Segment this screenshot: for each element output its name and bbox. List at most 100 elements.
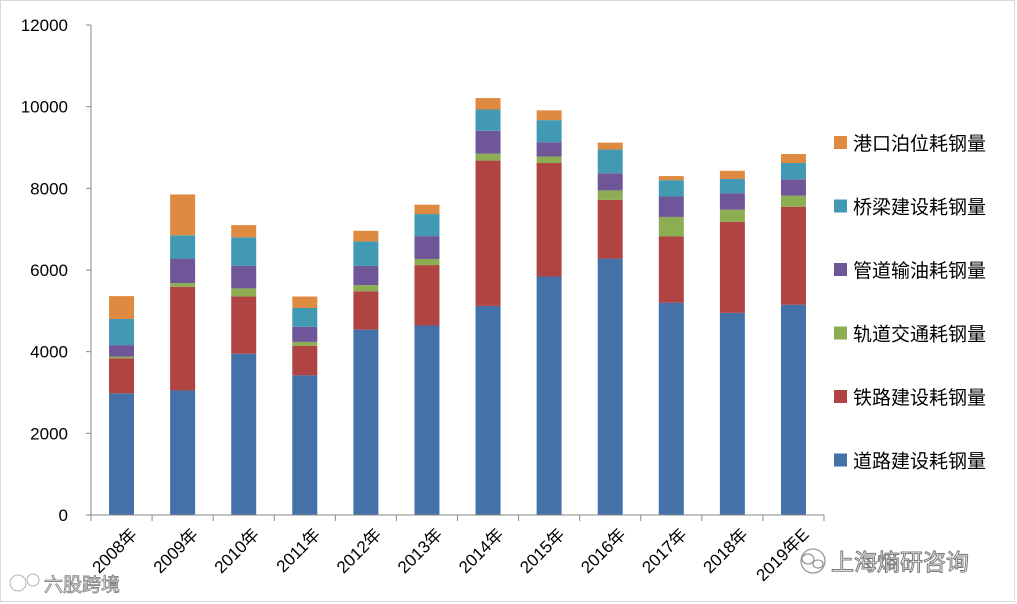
bar-segment-s4-c7 xyxy=(475,130,501,154)
x-tick-label: 2018年 xyxy=(699,525,751,577)
bar-segment-s6-c1 xyxy=(109,296,135,319)
x-tick-label: 2016年 xyxy=(577,525,629,577)
x-tick-label: 2009年 xyxy=(150,525,202,577)
legend-item-4: 管道输油耗钢量 xyxy=(834,260,986,282)
bar-segment-s3-c2 xyxy=(170,283,196,287)
watermark-left: 六股跨境 xyxy=(8,572,120,596)
bar-segment-s4-c6 xyxy=(414,236,440,259)
watermark-right: 上海熵研咨询 xyxy=(800,548,970,577)
wechat-icon xyxy=(800,548,826,574)
bar-segment-s4-c3 xyxy=(231,265,257,289)
y-tick-label: 2000 xyxy=(30,424,68,443)
bar-segment-s6-c10 xyxy=(658,176,684,181)
bar-segment-s4-c10 xyxy=(658,196,684,217)
bar-segment-s1-c3 xyxy=(231,353,257,515)
bar-segment-s3-c10 xyxy=(658,216,684,237)
bar-segment-s1-c12 xyxy=(780,304,806,515)
bar-segment-s4-c11 xyxy=(719,193,745,210)
x-tick-label: 2015年 xyxy=(516,525,568,577)
bar-stack-9 xyxy=(597,142,623,515)
legend-item-3: 轨道交通耗钢量 xyxy=(834,324,986,346)
bar-segment-s2-c7 xyxy=(475,160,501,306)
bar-segment-s2-c5 xyxy=(353,291,379,330)
bar-segment-s5-c5 xyxy=(353,241,379,266)
x-tick-label: 2013年 xyxy=(394,525,446,577)
bar-segment-s2-c11 xyxy=(719,221,745,313)
bar-stack-1 xyxy=(109,296,135,515)
legend-label: 桥梁建设耗钢量 xyxy=(853,197,986,219)
bar-segment-s4-c9 xyxy=(597,173,623,191)
bar-segment-s1-c7 xyxy=(475,305,501,515)
bar-stack-10 xyxy=(658,176,684,515)
x-tick-label: 2008年 xyxy=(89,525,141,577)
bar-segment-s2-c9 xyxy=(597,199,623,259)
legend-item-1: 道路建设耗钢量 xyxy=(834,451,986,473)
bar-stack-2 xyxy=(170,194,196,515)
legend-label: 轨道交通耗钢量 xyxy=(853,324,986,346)
bar-segment-s5-c9 xyxy=(597,149,623,174)
legend-swatch xyxy=(834,263,847,276)
bar-segment-s5-c4 xyxy=(292,307,318,327)
y-tick-label: 0 xyxy=(59,506,68,525)
watermark-right-text: 上海熵研咨询 xyxy=(831,550,969,576)
bar-stack-5 xyxy=(353,230,379,515)
bar-segment-s1-c2 xyxy=(170,390,196,515)
bar-segment-s1-c11 xyxy=(719,312,745,516)
bar-segment-s5-c10 xyxy=(658,180,684,197)
bar-segment-s4-c5 xyxy=(353,265,379,286)
bar-segment-s5-c7 xyxy=(475,109,501,131)
legend-label: 管道输油耗钢量 xyxy=(853,260,986,282)
bar-segment-s1-c9 xyxy=(597,258,623,515)
bar-segment-s6-c9 xyxy=(597,142,623,150)
bar-segment-s6-c3 xyxy=(231,225,257,238)
legend-item-2: 铁路建设耗钢量 xyxy=(834,387,986,409)
legend: 港口泊位耗钢量桥梁建设耗钢量管道输油耗钢量轨道交通耗钢量铁路建设耗钢量道路建设耗… xyxy=(834,133,986,473)
bar-segment-s4-c2 xyxy=(170,258,196,284)
legend-swatch xyxy=(834,453,847,467)
bar-segment-s5-c11 xyxy=(719,178,745,194)
bar-segment-s3-c12 xyxy=(780,195,806,207)
bar-segment-s3-c1 xyxy=(109,356,135,359)
bar-segment-s1-c4 xyxy=(292,375,318,515)
bar-segment-s6-c5 xyxy=(353,230,379,242)
bar-segment-s4-c1 xyxy=(109,345,135,357)
bar-stack-6 xyxy=(414,204,440,515)
bar-segment-s2-c2 xyxy=(170,286,196,391)
legend-label: 港口泊位耗钢量 xyxy=(853,133,986,155)
x-tick-label: 2014年 xyxy=(455,525,507,577)
bar-segment-s2-c6 xyxy=(414,265,440,326)
legend-label: 道路建设耗钢量 xyxy=(853,451,986,473)
bar-segment-s2-c12 xyxy=(780,206,806,305)
bar-segment-s6-c7 xyxy=(475,98,501,110)
legend-swatch xyxy=(834,390,847,403)
watermark-left-logo-icon xyxy=(8,572,41,593)
bar-segment-s3-c6 xyxy=(414,258,440,266)
bar-segment-s3-c3 xyxy=(231,288,257,297)
bar-segment-s5-c2 xyxy=(170,235,196,259)
legend-swatch xyxy=(834,199,847,213)
bar-stack-4 xyxy=(292,296,318,515)
bar-segment-s6-c6 xyxy=(414,204,440,215)
bar-stack-8 xyxy=(536,110,562,515)
bar-segment-s1-c1 xyxy=(109,393,135,515)
bar-segment-s3-c11 xyxy=(719,209,745,222)
x-tick-label: 2017年 xyxy=(638,525,690,577)
legend-item-5: 桥梁建设耗钢量 xyxy=(834,197,986,219)
legend-label: 铁路建设耗钢量 xyxy=(853,387,986,409)
bar-segment-s6-c11 xyxy=(719,170,745,179)
bar-segment-s3-c5 xyxy=(353,285,379,292)
legend-item-6: 港口泊位耗钢量 xyxy=(834,133,986,155)
bar-segment-s3-c7 xyxy=(475,153,501,161)
x-tick-label: 2010年 xyxy=(211,525,263,577)
plot-area xyxy=(109,98,806,516)
bar-segment-s6-c4 xyxy=(292,296,318,308)
bar-segment-s5-c8 xyxy=(536,120,562,143)
bar-segment-s6-c8 xyxy=(536,110,562,121)
bar-segment-s2-c8 xyxy=(536,163,562,277)
watermark-left-text: 六股跨境 xyxy=(44,574,120,596)
bar-segment-s1-c8 xyxy=(536,276,562,515)
bar-segment-s1-c5 xyxy=(353,329,379,515)
bar-segment-s4-c12 xyxy=(780,179,806,196)
